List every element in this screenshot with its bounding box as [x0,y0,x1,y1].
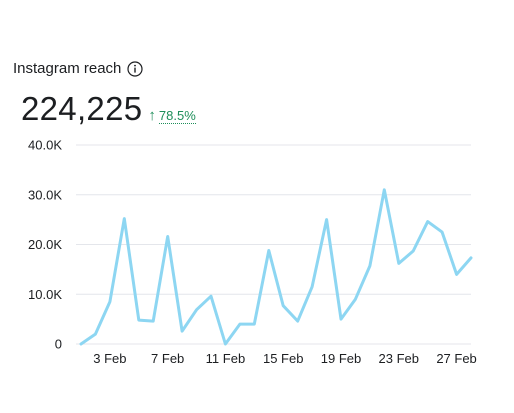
reach-change[interactable]: ↑ 78.5% [148,107,196,124]
data-point[interactable] [422,216,434,228]
reach-total: 224,225 [21,90,143,127]
chart-series [75,184,477,350]
data-point[interactable] [292,315,304,327]
info-icon[interactable] [127,60,143,77]
data-point[interactable] [321,214,333,226]
reach-change-value: 78.5% [158,108,196,124]
y-tick-label: 40.0K [28,138,62,153]
arrow-up-icon: ↑ [148,107,156,124]
data-point[interactable] [205,290,217,302]
y-tick-label: 20.0K [28,237,62,252]
x-tick-label: 23 Feb [379,351,419,366]
data-point[interactable] [364,260,376,272]
y-axis-labels: 0 10.0K 20.0K 30.0K 40.0K [28,138,62,352]
data-point[interactable] [234,318,246,330]
data-point[interactable] [147,315,159,327]
data-point[interactable] [465,252,477,264]
y-tick-label: 10.0K [28,287,62,302]
y-tick-label: 30.0K [28,187,62,202]
data-point[interactable] [393,257,405,269]
data-point[interactable] [89,328,101,340]
x-tick-label: 27 Feb [436,351,476,366]
data-point[interactable] [436,226,448,238]
x-axis-labels: 3 Feb 7 Feb 11 Feb 15 Feb 19 Feb 23 Feb 27 Feb [93,351,477,366]
data-point[interactable] [335,313,347,325]
card-title: Instagram reach [13,60,122,77]
x-tick-label: 11 Feb [206,351,246,366]
data-point[interactable] [248,318,260,330]
data-point[interactable] [306,281,318,293]
data-point[interactable] [104,296,116,308]
data-point[interactable] [349,293,361,305]
data-point[interactable] [378,184,390,196]
data-point[interactable] [162,231,174,243]
card-header: Instagram reach [13,60,143,77]
chart-gridlines [76,144,471,345]
x-tick-label: 3 Feb [93,351,126,366]
data-point[interactable] [176,325,188,337]
data-point[interactable] [118,213,130,225]
x-tick-label: 19 Feb [321,351,361,366]
data-point[interactable] [451,268,463,280]
data-point[interactable] [407,245,419,257]
y-tick-label: 0 [55,337,62,352]
series-line [79,188,473,346]
x-tick-label: 7 Feb [151,351,184,366]
x-tick-label: 15 Feb [263,351,303,366]
data-point[interactable] [277,300,289,312]
metric-row: 224,225 ↑ 78.5% [21,90,196,128]
data-point[interactable] [133,314,145,326]
data-point[interactable] [191,304,203,316]
data-point[interactable] [219,338,231,350]
data-point[interactable] [263,244,275,256]
data-point[interactable] [75,338,87,350]
